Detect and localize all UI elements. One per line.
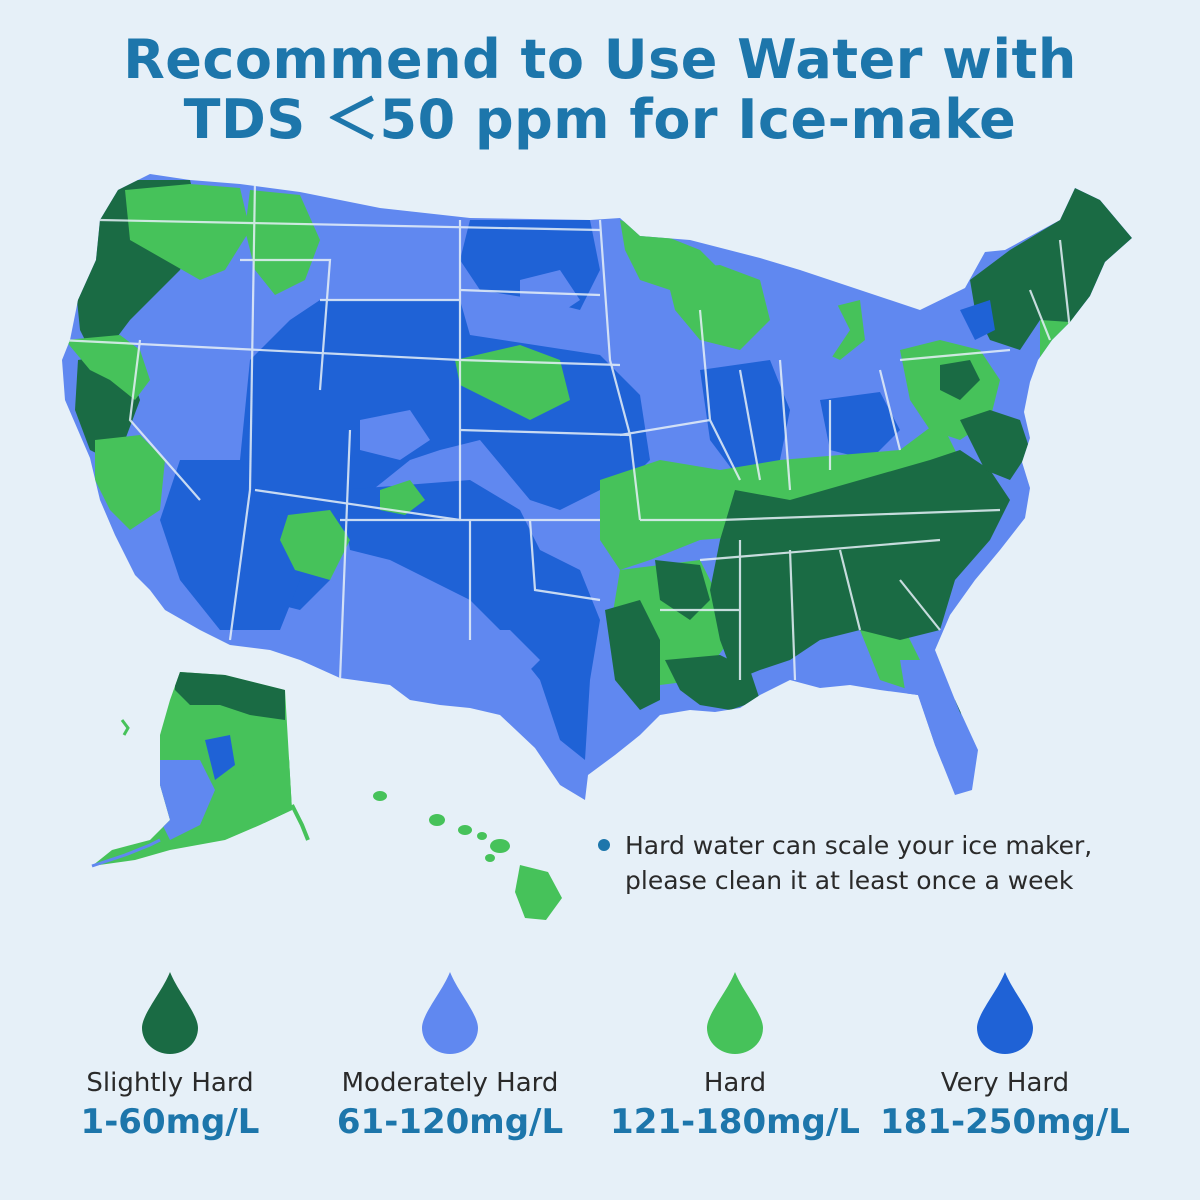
- legend-label: Hard: [703, 1068, 767, 1098]
- title-line-1: Recommend to Use Water with: [123, 28, 1077, 91]
- legend-range: 1-60mg/L: [80, 1102, 260, 1142]
- legend-range: 61-120mg/L: [336, 1102, 564, 1142]
- legend-item-moderately-hard: Moderately Hard 61-120mg/L: [310, 970, 590, 1142]
- hardness-legend: Slightly Hard 1-60mg/L Moderately Hard 6…: [0, 970, 1200, 1170]
- note-line-2: please clean it at least once a week: [625, 866, 1074, 895]
- legend-item-very-hard: Very Hard 181-250mg/L: [865, 970, 1145, 1142]
- page-title: Recommend to Use Water with TDS ＜50 ppm …: [0, 30, 1200, 150]
- water-drop-icon: [142, 972, 198, 1054]
- legend-label: Slightly Hard: [86, 1068, 254, 1098]
- water-drop-icon: [422, 972, 478, 1054]
- title-line-2: TDS ＜50 ppm for Ice-make: [183, 88, 1017, 151]
- legend-item-slightly-hard: Slightly Hard 1-60mg/L: [30, 970, 310, 1142]
- water-drop-icon: [707, 972, 763, 1054]
- note-line-1: Hard water can scale your ice maker,: [625, 831, 1093, 860]
- bullet-dot-icon: [598, 839, 610, 851]
- maintenance-note: Hard water can scale your ice maker, ple…: [598, 828, 1178, 898]
- legend-label: Moderately Hard: [341, 1068, 559, 1098]
- legend-item-hard: Hard 121-180mg/L: [595, 970, 875, 1142]
- legend-range: 121-180mg/L: [610, 1102, 860, 1142]
- legend-label: Very Hard: [940, 1068, 1070, 1098]
- legend-range: 181-250mg/L: [880, 1102, 1130, 1142]
- water-drop-icon: [977, 972, 1033, 1054]
- us-water-hardness-map: [0, 160, 1200, 940]
